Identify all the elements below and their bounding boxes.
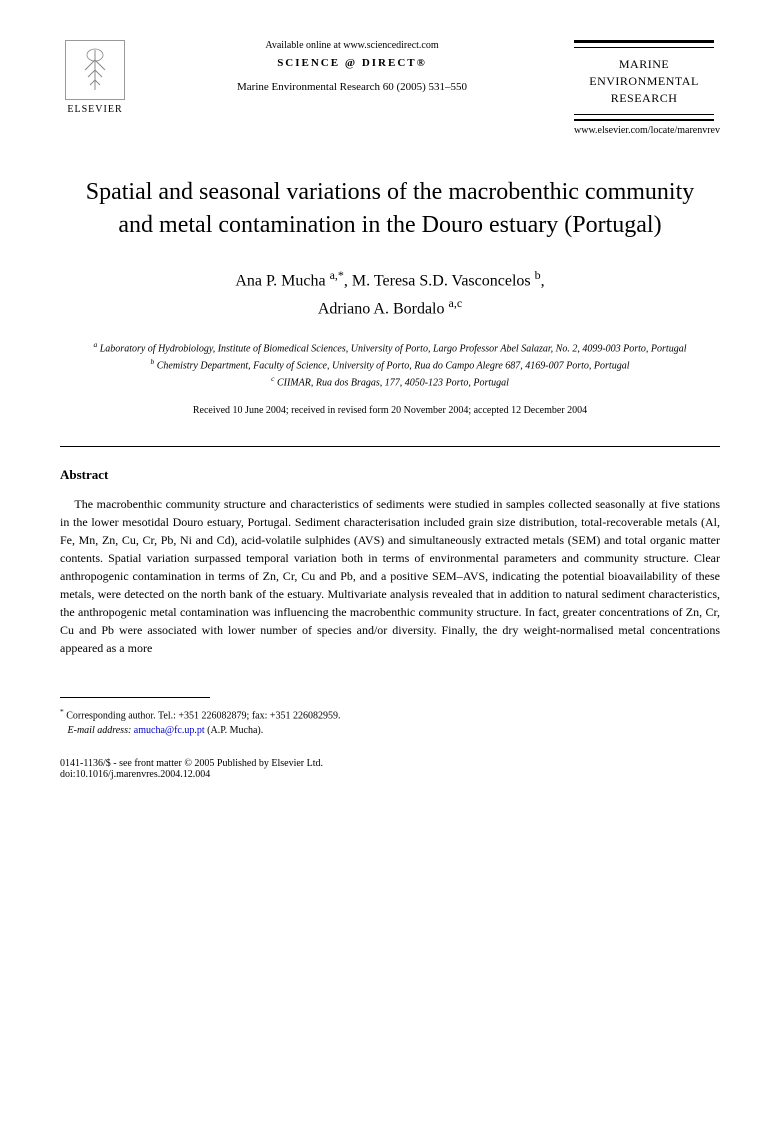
author-1-affil: a,* [330, 268, 344, 282]
journal-name-line2: ENVIRONMENTAL [578, 73, 710, 90]
journal-name-line1: MARINE [578, 56, 710, 73]
journal-title-inner: MARINE ENVIRONMENTAL RESEARCH [574, 47, 714, 115]
authors-block: Ana P. Mucha a,*, M. Teresa S.D. Vasconc… [60, 266, 720, 321]
email-label: E-mail address: [68, 725, 132, 736]
journal-citation: Marine Environmental Research 60 (2005) … [150, 81, 554, 93]
doi-line: doi:10.1016/j.marenvres.2004.12.004 [60, 769, 720, 780]
publisher-logo: ELSEVIER [60, 40, 130, 120]
author-2: , M. Teresa S.D. Vasconcelos [344, 273, 535, 290]
footnote-divider [60, 697, 210, 698]
science-direct-logo: SCIENCE @ DIRECT® [150, 57, 554, 69]
elsevier-tree-icon [65, 40, 125, 100]
author-3: Adriano A. Bordalo [318, 300, 449, 317]
journal-box-container: MARINE ENVIRONMENTAL RESEARCH www.elsevi… [574, 40, 720, 136]
email-paren: (A.P. Mucha). [207, 725, 263, 736]
corresponding-author-block: * Corresponding author. Tel.: +351 22608… [60, 706, 720, 738]
affiliation-c: CIIMAR, Rua dos Bragas, 177, 4050-123 Po… [277, 378, 509, 389]
author-2-affil: b [535, 268, 541, 282]
abstract-heading: Abstract [60, 467, 720, 483]
corresponding-label: Corresponding author. Tel.: +351 2260828… [66, 710, 340, 721]
affiliations-block: a Laboratory of Hydrobiology, Institute … [60, 339, 720, 391]
available-online-text: Available online at www.sciencedirect.co… [150, 40, 554, 51]
copyright-line: 0141-1136/$ - see front matter © 2005 Pu… [60, 758, 720, 769]
journal-title-box: MARINE ENVIRONMENTAL RESEARCH [574, 40, 714, 121]
journal-name-line3: RESEARCH [578, 90, 710, 107]
divider-top [60, 446, 720, 447]
email-link[interactable]: amucha@fc.up.pt [134, 725, 205, 736]
publisher-name: ELSEVIER [67, 104, 122, 115]
header-center: Available online at www.sciencedirect.co… [130, 40, 574, 93]
affiliation-a: Laboratory of Hydrobiology, Institute of… [100, 343, 687, 354]
affiliation-b: Chemistry Department, Faculty of Science… [157, 360, 630, 371]
submission-dates: Received 10 June 2004; received in revis… [60, 405, 720, 416]
abstract-text: The macrobenthic community structure and… [60, 495, 720, 657]
author-3-affil: a,c [449, 296, 463, 310]
journal-url: www.elsevier.com/locate/marenvrev [574, 125, 720, 136]
paper-title: Spatial and seasonal variations of the m… [80, 176, 700, 241]
author-1: Ana P. Mucha [235, 273, 329, 290]
header-row: ELSEVIER Available online at www.science… [60, 40, 720, 136]
